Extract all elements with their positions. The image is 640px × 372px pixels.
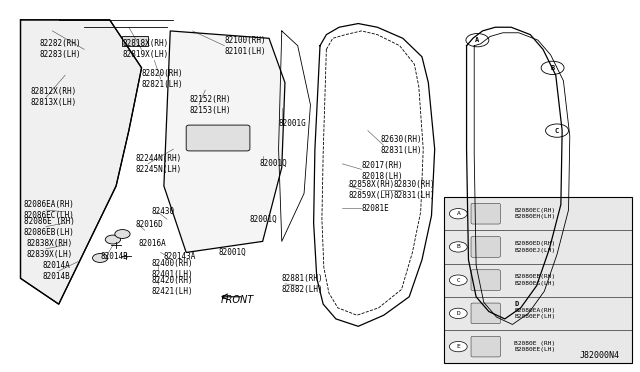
Text: 82001G: 82001G (278, 119, 307, 128)
Text: B2080E (RH)
B2080EE(LH): B2080E (RH) B2080EE(LH) (515, 341, 556, 352)
Text: C: C (456, 278, 460, 283)
Circle shape (105, 235, 120, 244)
FancyBboxPatch shape (471, 203, 500, 224)
Text: 82400(RH)
82401(LH): 82400(RH) 82401(LH) (151, 259, 193, 279)
Text: B: B (550, 65, 555, 71)
Text: 82001Q: 82001Q (259, 159, 287, 169)
Text: 82081E: 82081E (362, 203, 389, 213)
Text: 82017(RH)
82018(LH): 82017(RH) 82018(LH) (362, 161, 403, 181)
Text: J82000N4: J82000N4 (579, 350, 620, 359)
Text: 82014A
82014B: 82014A 82014B (43, 261, 70, 281)
Circle shape (449, 275, 467, 285)
Text: 82014B: 82014B (100, 251, 128, 261)
Text: 82830(RH)
82831(LH): 82830(RH) 82831(LH) (394, 180, 435, 200)
Circle shape (449, 242, 467, 252)
Text: 82630(RH)
82831(LH): 82630(RH) 82831(LH) (381, 135, 422, 155)
Text: 82430: 82430 (151, 207, 174, 217)
Text: 82016A: 82016A (138, 239, 166, 248)
Polygon shape (20, 20, 141, 304)
FancyBboxPatch shape (471, 237, 500, 257)
Polygon shape (164, 31, 285, 253)
Text: D: D (456, 311, 460, 316)
Text: 82282(RH)
82283(LH): 82282(RH) 82283(LH) (40, 39, 81, 60)
Text: B: B (456, 244, 460, 249)
FancyBboxPatch shape (186, 125, 250, 151)
Text: A: A (476, 37, 479, 43)
Circle shape (466, 33, 489, 47)
Circle shape (115, 230, 130, 238)
FancyBboxPatch shape (444, 197, 632, 363)
Text: A: A (456, 211, 460, 216)
Text: 82086E (RH)
82086EB(LH): 82086E (RH) 82086EB(LH) (24, 217, 75, 237)
Text: 82152(RH)
82153(LH): 82152(RH) 82153(LH) (189, 95, 231, 115)
Text: D: D (514, 301, 518, 307)
Circle shape (541, 61, 564, 74)
Circle shape (449, 341, 467, 352)
Circle shape (93, 254, 108, 262)
FancyBboxPatch shape (471, 336, 500, 357)
Text: 82001Q: 82001Q (250, 215, 278, 224)
Text: FRONT: FRONT (221, 295, 254, 305)
Text: 82001Q: 82001Q (218, 248, 246, 257)
Text: 82244N(RH)
82245N(LH): 82244N(RH) 82245N(LH) (135, 154, 182, 174)
Circle shape (449, 209, 467, 219)
Text: 82016D: 82016D (135, 220, 163, 229)
Text: E: E (456, 344, 460, 349)
FancyBboxPatch shape (471, 270, 500, 291)
Bar (122, 36, 148, 46)
Text: 820143A: 820143A (164, 251, 196, 261)
Text: 82820(RH)
82821(LH): 82820(RH) 82821(LH) (141, 69, 183, 89)
Text: B2080EC(RH)
B2080EH(LH): B2080EC(RH) B2080EH(LH) (515, 208, 556, 219)
Text: 82420(RH)
82421(LH): 82420(RH) 82421(LH) (151, 276, 193, 296)
Text: B2080EB(RH)
B2080EG(LH): B2080EB(RH) B2080EG(LH) (515, 275, 556, 286)
FancyBboxPatch shape (471, 303, 500, 324)
Text: 82100(RH)
82101(LH): 82100(RH) 82101(LH) (225, 36, 266, 56)
Circle shape (449, 308, 467, 318)
Text: B2080EA(RH)
B2080EF(LH): B2080EA(RH) B2080EF(LH) (515, 308, 556, 319)
Circle shape (505, 298, 528, 311)
Text: 82818X(RH)
82819X(LH): 82818X(RH) 82819X(LH) (122, 39, 169, 60)
Text: 82086EA(RH)
82086EC(LH): 82086EA(RH) 82086EC(LH) (24, 200, 75, 220)
Text: 82881(RH)
82882(LH): 82881(RH) 82882(LH) (282, 274, 323, 294)
Text: B2080ED(RH)
B2080EJ(LH): B2080ED(RH) B2080EJ(LH) (515, 241, 556, 253)
Circle shape (545, 124, 568, 137)
Text: 82858X(RH)
82859X(LH): 82858X(RH) 82859X(LH) (349, 180, 395, 200)
Text: 82838X(RH)
82839X(LH): 82838X(RH) 82839X(LH) (27, 239, 73, 259)
Text: C: C (555, 128, 559, 134)
Text: 82812X(RH)
82813X(LH): 82812X(RH) 82813X(LH) (30, 87, 76, 108)
